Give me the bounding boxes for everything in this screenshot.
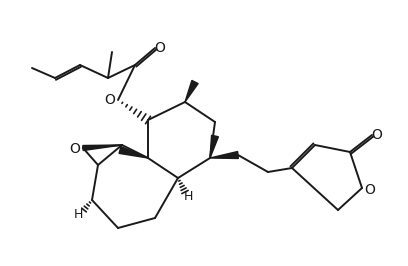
Polygon shape <box>119 147 148 158</box>
Polygon shape <box>210 135 218 158</box>
Text: H: H <box>183 189 193 202</box>
Text: O: O <box>372 128 382 142</box>
Text: O: O <box>155 41 165 55</box>
Polygon shape <box>185 80 198 102</box>
Text: H: H <box>73 207 83 221</box>
Text: O: O <box>104 93 115 107</box>
Text: O: O <box>365 183 375 197</box>
Polygon shape <box>83 145 122 151</box>
Text: O: O <box>69 142 80 156</box>
Polygon shape <box>210 152 238 159</box>
